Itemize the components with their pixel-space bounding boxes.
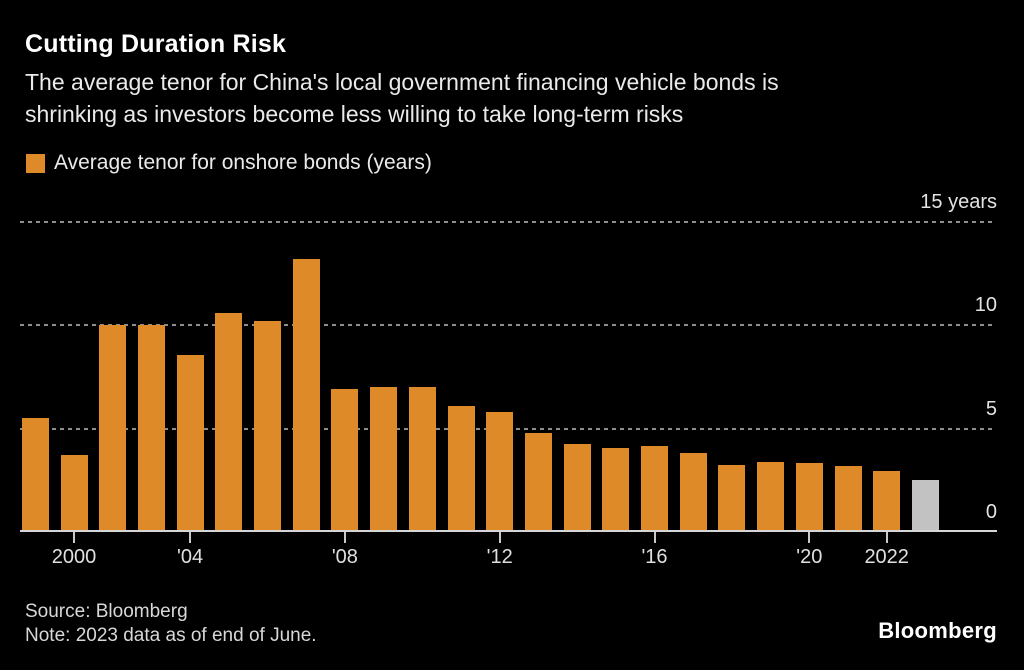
x-tick-20 bbox=[808, 532, 811, 543]
x-tick-2000 bbox=[73, 532, 75, 543]
x-tick-16 bbox=[653, 532, 656, 543]
bar-2009 bbox=[370, 387, 398, 532]
subtitle-line-1: The average tenor for China's local gove… bbox=[25, 69, 779, 95]
y-axis-label-0: 0 bbox=[985, 501, 997, 523]
gridline-15 bbox=[20, 220, 993, 223]
x-axis-label-12: '12 bbox=[486, 546, 513, 568]
bar-2007 bbox=[292, 258, 320, 532]
page-title: Cutting Duration Risk bbox=[25, 30, 287, 58]
note-text: Note: 2023 data as of end of June. bbox=[25, 625, 317, 646]
bar-2014 bbox=[563, 444, 591, 532]
y-axis-label-10: 10 bbox=[974, 294, 997, 316]
x-tick-12 bbox=[498, 532, 501, 543]
bar-2020 bbox=[795, 462, 823, 532]
legend: Average tenor for onshore bonds (years) bbox=[26, 151, 432, 175]
chart-subtitle: The average tenor for China's local gove… bbox=[25, 66, 779, 130]
bar-2022 bbox=[873, 470, 901, 532]
gridline-10 bbox=[20, 324, 993, 326]
x-axis-label-04: '04 bbox=[177, 546, 204, 568]
legend-swatch-icon bbox=[26, 153, 45, 173]
bar-2000 bbox=[60, 455, 88, 532]
y-axis-label-15: 15 years bbox=[920, 190, 997, 213]
bar-2016 bbox=[641, 446, 668, 532]
subtitle-line-2: shrinking as investors become less willi… bbox=[25, 101, 684, 127]
bar-2004 bbox=[176, 355, 204, 532]
bar-2005 bbox=[215, 312, 243, 532]
bar-2018 bbox=[718, 464, 746, 532]
bar-2010 bbox=[408, 387, 436, 532]
x-axis-label-08: '08 bbox=[331, 546, 358, 568]
x-tick-08 bbox=[343, 532, 346, 543]
x-tick-2022 bbox=[885, 532, 888, 543]
x-axis-label-16: '16 bbox=[641, 546, 668, 568]
x-axis-label-2022: 2022 bbox=[864, 546, 909, 568]
bar-2021 bbox=[834, 465, 862, 532]
bar-2017 bbox=[679, 453, 707, 532]
bar-2012 bbox=[486, 411, 514, 532]
bar-2011 bbox=[447, 405, 475, 532]
bar-2006 bbox=[254, 320, 281, 532]
x-tick-04 bbox=[189, 532, 192, 543]
bar-1999 bbox=[21, 418, 49, 532]
y-axis-label-5: 5 bbox=[985, 397, 997, 420]
bar-2015 bbox=[602, 448, 630, 532]
bar-2001 bbox=[99, 325, 127, 532]
source-text: Source: Bloomberg bbox=[25, 601, 188, 622]
bar-2019 bbox=[757, 461, 785, 532]
bar-2008 bbox=[331, 389, 359, 532]
bar-2023 bbox=[911, 480, 939, 532]
x-axis-label-20: '20 bbox=[796, 546, 823, 568]
bar-2002 bbox=[137, 325, 165, 532]
legend-label: Average tenor for onshore bonds (years) bbox=[54, 151, 432, 174]
bloomberg-logo: Bloomberg bbox=[878, 618, 997, 643]
footer-notes: Source: Bloomberg Note: 2023 data as of … bbox=[25, 600, 317, 648]
x-axis-label-2000: 2000 bbox=[51, 546, 97, 568]
bar-2013 bbox=[524, 432, 552, 532]
x-axis-line bbox=[20, 530, 997, 532]
